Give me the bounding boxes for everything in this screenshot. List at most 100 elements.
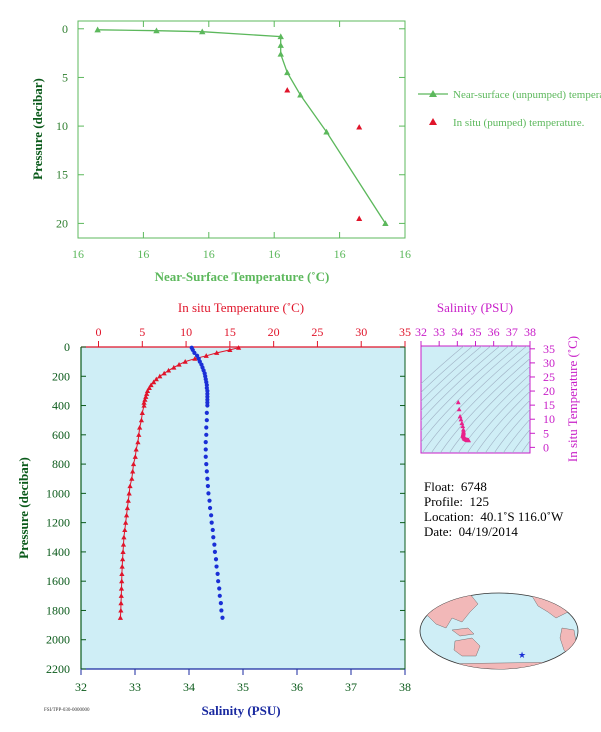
location-value: 40.1˚S 116.0˚W <box>480 509 564 524</box>
top-x-tick-label: 16 <box>268 247 280 261</box>
temperature-point <box>227 347 233 353</box>
density-contour-line <box>421 346 465 385</box>
salinity-point <box>204 410 209 415</box>
temperature-point <box>139 410 145 415</box>
unpumped-point <box>382 220 389 226</box>
temperature-markers <box>117 345 242 620</box>
salinity-point <box>204 461 209 467</box>
temperature-tick-label: 20 <box>268 325 280 339</box>
land-antarctica <box>420 661 578 669</box>
ts-point <box>460 423 466 429</box>
top-y-tick-label: 20 <box>56 216 68 230</box>
ts-points <box>455 399 471 443</box>
salinity-point <box>205 391 210 396</box>
temperature-point <box>130 461 137 467</box>
density-contour-line <box>421 346 519 443</box>
date-row: Date: 04/19/2014 <box>424 524 563 539</box>
ts-y-tick-label: 35 <box>543 342 555 356</box>
salinity-point <box>204 382 209 388</box>
temperature-point <box>119 563 125 569</box>
ts-point <box>464 437 470 442</box>
salinity-tick-label: 32 <box>75 680 87 694</box>
density-contour-line <box>421 346 492 411</box>
top-x-tick-label: 16 <box>203 247 215 261</box>
salinity-tick-label: 34 <box>183 680 195 694</box>
unpumped-point <box>323 128 330 135</box>
salinity-point <box>205 403 210 408</box>
land-australia <box>453 637 481 657</box>
ts-y-tick-label: 5 <box>543 426 549 440</box>
ts-x-tick-label: 32 <box>415 325 427 339</box>
profile-label: Profile: <box>424 494 463 509</box>
salinity-point <box>218 601 223 606</box>
profile-chart: 0200400600800100012001400160018002000220… <box>16 300 411 718</box>
float-location-marker: ★ <box>518 650 526 660</box>
profile-y-tick-label: 600 <box>52 428 70 442</box>
top-y-label: Pressure (decibar) <box>30 78 45 180</box>
ts-x-tick-label: 36 <box>488 325 500 339</box>
temperature-tick-label: 15 <box>224 325 236 339</box>
temperature-point <box>133 446 139 452</box>
salinity-point <box>212 542 217 547</box>
unpumped-point <box>297 91 304 98</box>
ts-x-tick-label: 34 <box>451 325 463 339</box>
salinity-point <box>192 350 197 355</box>
ts-point <box>459 420 465 426</box>
temperature-point <box>119 556 126 562</box>
density-contour-line <box>421 346 474 393</box>
profile-y-axis: 0 200 400 600 800 1000 1200 1400 1600 1800 2000 220… <box>46 340 405 676</box>
temperature-tick-label: 0 <box>96 325 102 339</box>
legend-marker-pumped <box>429 118 437 125</box>
float-row: Float: 6748 <box>424 479 563 494</box>
density-contour-line <box>466 382 530 453</box>
ts-y-tick-label: 10 <box>543 412 555 426</box>
density-contour-line <box>502 418 530 453</box>
profile-y-tick-label: 400 <box>52 399 70 413</box>
profile-y-tick-label: 1200 <box>46 516 70 530</box>
temperature-point <box>165 367 172 373</box>
ts-y-tick-label: 20 <box>543 384 555 398</box>
salinity-point <box>205 397 210 402</box>
ts-x-tick-label: 35 <box>470 325 482 339</box>
ts-point <box>458 417 464 422</box>
salinity-point <box>214 564 219 569</box>
top-y-tick-label: 5 <box>62 70 68 84</box>
temperature-point <box>118 607 124 613</box>
salinity-axis: 32 33 34 35 36 37 38 <box>75 669 411 694</box>
temperature-point <box>127 483 133 489</box>
temperature-point <box>192 356 198 361</box>
density-contour-line <box>421 346 528 453</box>
salinity-markers <box>189 345 225 620</box>
salinity-point <box>203 454 208 459</box>
temperature-tick-label: 25 <box>311 325 323 339</box>
temperature-point <box>121 534 127 540</box>
temperature-point <box>122 527 128 533</box>
top-y-tick-label: 15 <box>56 168 68 182</box>
top-plot-frame <box>77 20 406 239</box>
footer-code: FSI/TPP-030-0000000 <box>44 708 90 713</box>
salinity-point <box>209 520 214 525</box>
near-surface-line <box>97 29 386 224</box>
density-contour-line <box>457 374 530 453</box>
temperature-point <box>182 359 188 364</box>
ts-point <box>455 399 461 405</box>
density-contour-line <box>421 346 510 432</box>
salinity-tick-label: 33 <box>129 680 141 694</box>
top-x-tick-label: 16 <box>137 247 149 261</box>
salinity-point <box>204 418 209 423</box>
profile-y-tick-label: 0 <box>64 340 70 354</box>
salinity-point <box>210 527 215 533</box>
temperature-point <box>124 505 131 511</box>
salinity-tick-label: 36 <box>291 680 303 694</box>
salinity-point <box>219 608 224 613</box>
salinity-tick-label: 35 <box>237 680 249 694</box>
temperature-point <box>148 382 154 388</box>
salinity-axis-label: Salinity (PSU) <box>201 703 280 718</box>
temperature-point <box>176 361 182 367</box>
salinity-point <box>204 469 209 474</box>
temperature-point <box>117 615 124 620</box>
profile-y-tick-label: 1600 <box>46 574 70 588</box>
salinity-point <box>215 571 220 576</box>
salinity-point <box>205 476 210 481</box>
